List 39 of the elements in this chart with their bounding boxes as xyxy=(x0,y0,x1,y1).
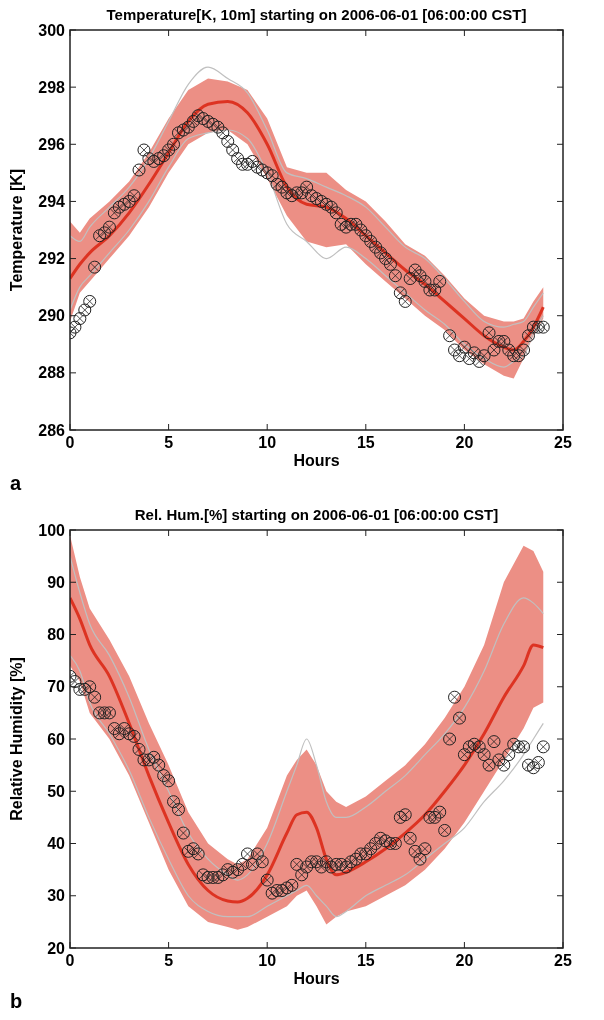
x-tick-label: 0 xyxy=(65,434,75,451)
y-tick-label: 50 xyxy=(47,782,66,800)
x-tick-label: 15 xyxy=(356,952,375,969)
x-axis-title: Hours xyxy=(293,970,340,987)
y-tick-label: 100 xyxy=(38,521,66,539)
x-tick-label: 5 xyxy=(164,434,174,451)
x-tick-label: 5 xyxy=(164,952,174,969)
text: b xyxy=(10,990,23,1012)
y-tick-label: 70 xyxy=(47,678,66,696)
text: a xyxy=(10,472,22,494)
y-axis-title: Temperature [K] xyxy=(8,168,25,292)
y-tick-label: 290 xyxy=(38,307,66,325)
y-tick-label: 286 xyxy=(38,421,66,439)
x-tick-label: 25 xyxy=(554,434,572,451)
x-tick-label: 0 xyxy=(65,952,75,969)
y-tick-label: 90 xyxy=(47,573,66,591)
y-tick-label: 20 xyxy=(47,939,66,957)
line-series xyxy=(70,66,544,328)
x-tick-label: 10 xyxy=(258,434,277,451)
y-tick-label: 40 xyxy=(47,835,66,853)
chart-title: Temperature[K, 10m] starting on 2006-06-01 [06:00:00 CST] xyxy=(106,6,527,23)
x-tick-label: 25 xyxy=(554,952,572,969)
y-tick-label: 300 xyxy=(38,21,66,39)
x-axis-title: Hours xyxy=(293,452,340,469)
x-tick-label: 10 xyxy=(258,952,277,969)
chart-title: Rel. Hum.[%] starting on 2006-06-01 [06:00:00 CST] xyxy=(134,506,499,523)
x-tick-label: 15 xyxy=(356,434,375,451)
y-axis-title: Relative Humidity [%] xyxy=(8,657,25,821)
y-tick-label: 60 xyxy=(47,730,66,748)
x-tick-label: 20 xyxy=(455,952,474,969)
y-tick-label: 288 xyxy=(38,364,66,382)
y-tick-label: 292 xyxy=(38,250,66,268)
y-tick-label: 298 xyxy=(38,78,66,96)
line-series xyxy=(70,596,545,904)
y-tick-label: 30 xyxy=(47,887,66,905)
x-tick-label: 20 xyxy=(455,434,474,451)
y-tick-label: 294 xyxy=(38,193,66,211)
y-tick-label: 296 xyxy=(38,135,66,153)
y-tick-label: 80 xyxy=(47,626,66,644)
